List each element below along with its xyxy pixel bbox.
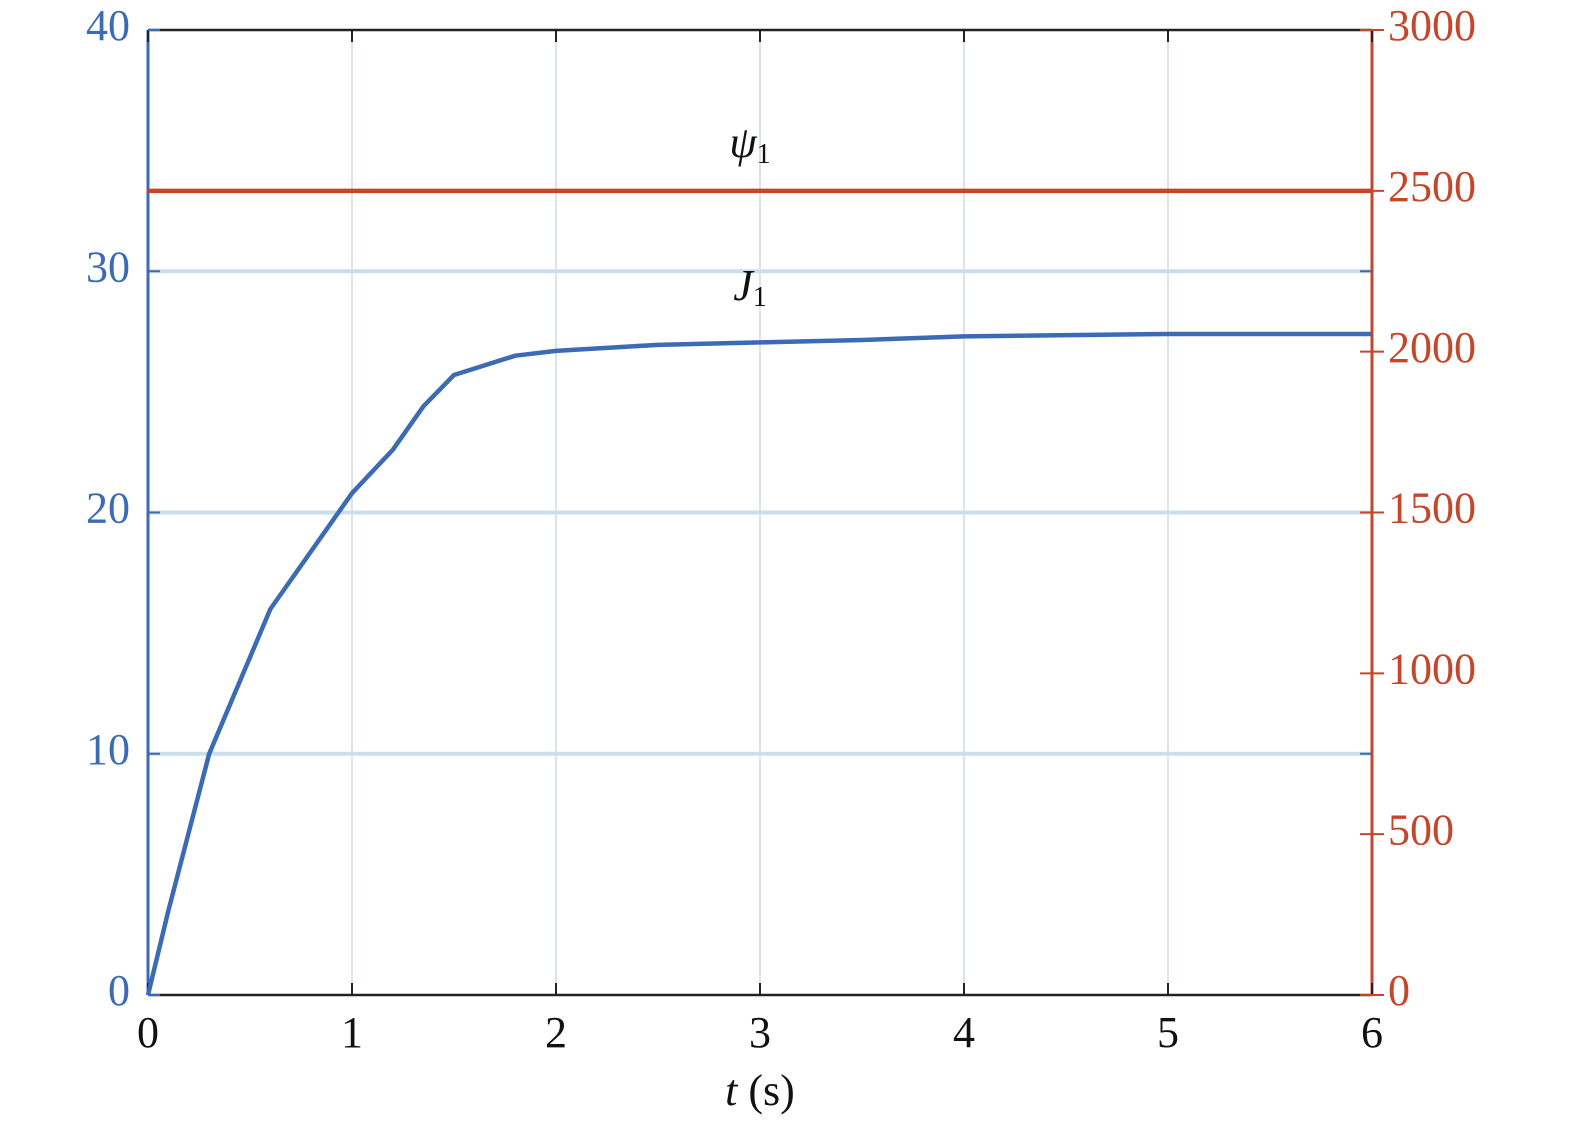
y-tick-label: 40 [86,1,130,50]
x-axis-label: t (s) [725,1066,795,1115]
y-tick-label: 20 [86,484,130,533]
y2-tick-label: 500 [1388,805,1454,854]
x-tick-label: 5 [1157,1008,1179,1057]
x-label-unit: (s) [748,1066,794,1115]
series-label: J1 [733,261,767,313]
y2-tick-label: 0 [1388,966,1410,1015]
series-label-sub: 1 [757,139,771,170]
series-line [145,331,1372,996]
y-tick-label: 30 [86,242,130,291]
y-tick-label: 0 [108,966,130,1015]
y2-tick-label: 3000 [1388,1,1476,50]
series-label-sub: 1 [753,282,767,313]
y2-tick-label: 2500 [1388,162,1476,211]
series-label: ψ1 [729,118,770,170]
y2-tick-label: 1000 [1388,644,1476,693]
x-tick-label: 4 [953,1008,975,1057]
x-tick-label: 2 [545,1008,567,1057]
y-tick-label: 10 [86,725,130,774]
y2-tick-label: 1500 [1388,484,1476,533]
x-label-var: t [725,1066,739,1115]
x-tick-label: 6 [1361,1008,1383,1057]
y2-tick-label: 2000 [1388,323,1476,372]
x-tick-label: 1 [341,1008,363,1057]
series-label-symbol: ψ [729,118,757,167]
x-tick-label: 3 [749,1008,771,1057]
series-label-symbol: J [733,261,755,310]
x-tick-label: 0 [137,1008,159,1057]
